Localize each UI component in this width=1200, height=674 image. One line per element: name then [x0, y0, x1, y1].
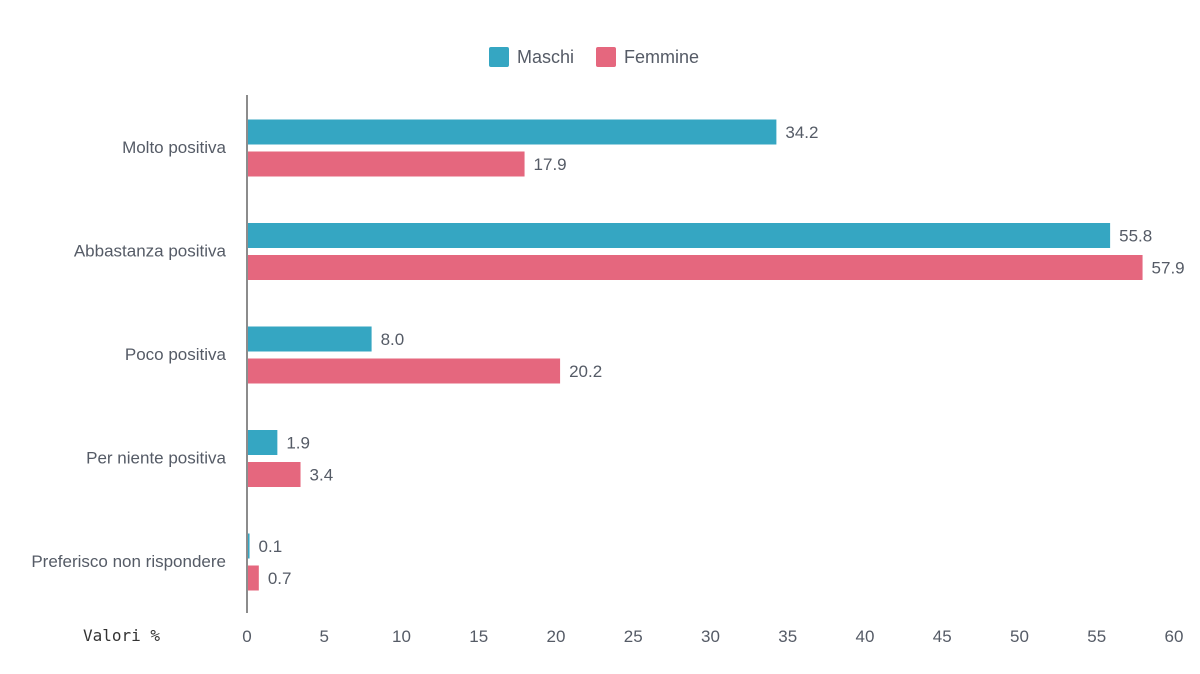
category-label-4: Per niente positiva [86, 449, 226, 468]
x-tick-25: 25 [624, 627, 643, 646]
legend: Maschi Femmine [489, 47, 699, 67]
x-tick-35: 35 [778, 627, 797, 646]
legend-swatch-2 [596, 47, 616, 67]
value-label-maschi-4: 1.9 [286, 434, 310, 453]
legend-label-2: Femmine [624, 47, 699, 67]
value-label-femmine-2: 57.9 [1152, 259, 1185, 278]
category-label-5: Preferisco non rispondere [31, 552, 226, 571]
x-tick-45: 45 [933, 627, 952, 646]
x-tick-0: 0 [242, 627, 251, 646]
bar-maschi-3 [248, 326, 372, 352]
value-label-femmine-4: 3.4 [310, 466, 334, 485]
legend-swatch-1 [489, 47, 509, 67]
legend-label-1: Maschi [517, 47, 574, 67]
bar-maschi-2 [248, 223, 1111, 248]
bar-maschi-1 [248, 119, 777, 145]
value-label-maschi-3: 8.0 [381, 330, 405, 349]
bar-femmine-2 [248, 255, 1143, 280]
x-tick-40: 40 [856, 627, 875, 646]
bar-femmine-1 [248, 151, 525, 177]
value-label-maschi-2: 55.8 [1119, 227, 1152, 246]
category-label-1: Molto positiva [122, 138, 226, 157]
value-label-femmine-1: 17.9 [534, 155, 567, 174]
bar-femmine-5 [248, 565, 259, 591]
x-tick-55: 55 [1087, 627, 1106, 646]
value-labels: 34.2 17.9 55.857.9 8.0 20.2 1.93.4 0.1 0.7 [259, 123, 1185, 588]
x-tick-30: 30 [701, 627, 720, 646]
value-label-maschi-5: 0.1 [259, 537, 283, 556]
x-tick-labels: 0 5 10 15 20 25 30 35 40 45 50 55 60 [242, 627, 1183, 646]
bar-femmine-4 [248, 462, 301, 487]
x-tick-60: 60 [1165, 627, 1184, 646]
value-label-femmine-3: 20.2 [569, 362, 602, 381]
bars [248, 119, 1143, 591]
x-tick-50: 50 [1010, 627, 1029, 646]
x-tick-5: 5 [320, 627, 329, 646]
unit-label: Valori % [83, 626, 160, 645]
category-label-2: Abbastanza positiva [74, 242, 227, 261]
bar-femmine-3 [248, 358, 561, 384]
bar-maschi-5 [248, 533, 250, 559]
bar-maschi-4 [248, 430, 278, 455]
category-label-3: Poco positiva [125, 345, 227, 364]
value-label-femmine-5: 0.7 [268, 569, 292, 588]
x-tick-15: 15 [469, 627, 488, 646]
category-labels: Molto positiva Abbastanza positiva Poco po… [31, 138, 226, 571]
x-tick-10: 10 [392, 627, 411, 646]
x-tick-20: 20 [547, 627, 566, 646]
value-label-maschi-1: 34.2 [785, 123, 818, 142]
